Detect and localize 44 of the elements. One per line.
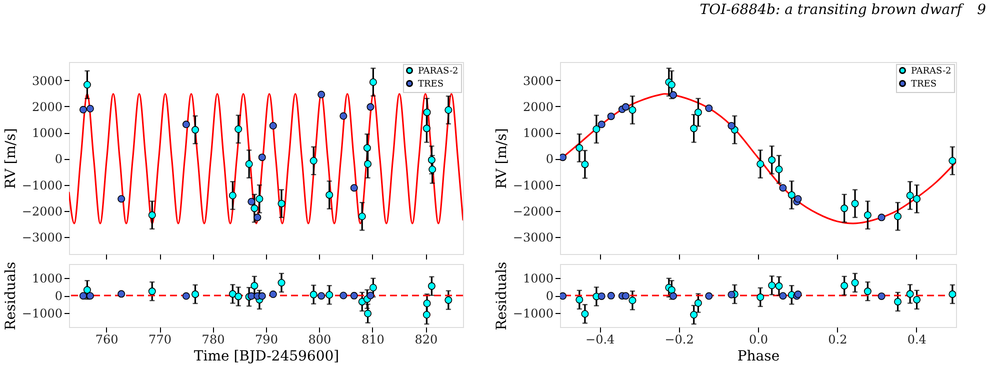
y-tick-label: 0 — [546, 152, 554, 166]
y-tick-label: −3000 — [22, 230, 62, 245]
x-tick-label: 760 — [95, 332, 118, 346]
legend-label: PARAS-2 — [911, 66, 952, 76]
legend-label: PARAS-2 — [418, 66, 458, 76]
y-tick-label: 3000 — [522, 74, 554, 88]
y-tick-label: 1000 — [32, 126, 62, 140]
y-tick-label: −2000 — [22, 204, 62, 218]
x-tick-label: 0.4 — [907, 332, 927, 346]
y-tick-label: −1000 — [512, 306, 554, 320]
y-tick-label: −1000 — [22, 178, 62, 192]
y-tick-label: 3000 — [32, 74, 62, 88]
y-tick-label: −2000 — [512, 204, 554, 218]
y-tick-label: −1000 — [22, 306, 62, 320]
legend-label: TRES — [911, 80, 937, 90]
x-tick-label: 820 — [414, 332, 438, 346]
y-axis-title: RV [m/s] — [2, 128, 19, 189]
text: TOI-6884b: a transiting brown dwarf — [700, 2, 965, 18]
x-tick-label: −0.4 — [586, 332, 616, 346]
y-tick-label: 2000 — [32, 100, 62, 114]
x-tick-label: 800 — [308, 332, 332, 346]
x-tick-label: 0.2 — [828, 332, 848, 346]
y-axis-title: Residuals — [494, 262, 510, 330]
y-tick-label: 2000 — [522, 100, 554, 114]
y-tick-label: 0 — [54, 289, 62, 303]
text: 9 — [977, 2, 986, 18]
y-tick-label: 0 — [54, 152, 62, 166]
y-tick-label: 0 — [546, 289, 554, 303]
y-axis-title: Residuals — [2, 262, 19, 330]
x-tick-label: 770 — [148, 332, 172, 346]
y-tick-label: −1000 — [512, 178, 554, 192]
legend-label: TRES — [418, 80, 444, 90]
x-tick-label: 790 — [255, 332, 278, 346]
x-tick-label: 0.0 — [748, 332, 768, 346]
y-axis-title: RV [m/s] — [494, 128, 510, 189]
x-tick-label: 780 — [202, 332, 225, 346]
y-tick-label: 1000 — [32, 272, 62, 286]
x-tick-label: 810 — [362, 332, 384, 346]
y-tick-label: −3000 — [512, 230, 554, 245]
x-axis-title: Phase — [737, 348, 780, 364]
y-tick-label: 1000 — [522, 126, 554, 140]
x-tick-label: −0.2 — [664, 332, 694, 346]
y-tick-label: 1000 — [522, 272, 554, 286]
x-axis-title: Time [BJD-2459600] — [194, 348, 340, 364]
